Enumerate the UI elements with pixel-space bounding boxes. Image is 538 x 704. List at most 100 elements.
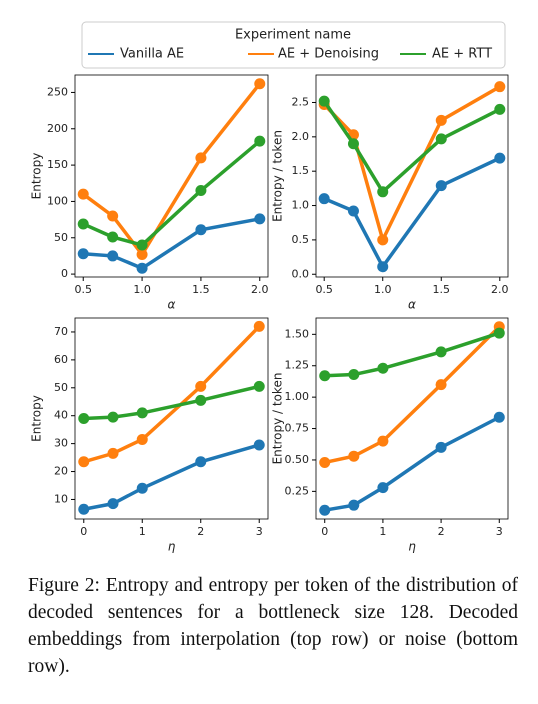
y-tick-label: 0.5	[292, 233, 310, 246]
y-axis-label: Entropy / token	[271, 373, 285, 465]
data-point	[254, 213, 266, 225]
plot-frame	[74, 74, 269, 278]
y-tick-label: 10	[54, 492, 68, 505]
data-point	[195, 185, 207, 197]
x-axis-label: α	[408, 298, 416, 312]
data-point	[348, 499, 360, 511]
plot-frame	[315, 317, 509, 520]
x-tick-label: 3	[256, 525, 263, 538]
data-point	[494, 103, 506, 115]
data-point	[77, 248, 89, 260]
data-point	[435, 114, 447, 126]
y-tick-label: 1.50	[285, 327, 310, 340]
plot-frame	[315, 74, 509, 278]
y-tick-label: 0.0	[292, 267, 310, 280]
data-point	[319, 456, 331, 468]
x-axis-label: η	[168, 540, 176, 554]
x-tick-label: 0	[80, 525, 87, 538]
y-tick-label: 0.50	[285, 453, 310, 466]
y-tick-label: 150	[47, 158, 68, 171]
data-point	[435, 379, 447, 391]
data-point	[107, 250, 119, 262]
data-point	[77, 188, 89, 200]
y-tick-label: 60	[54, 353, 68, 366]
x-tick-label: 2	[438, 525, 445, 538]
legend-title: Experiment name	[235, 28, 351, 43]
data-point	[494, 152, 506, 164]
data-point	[318, 193, 330, 205]
y-tick-label: 1.5	[292, 164, 310, 177]
data-point	[377, 234, 389, 246]
data-point	[493, 411, 505, 423]
x-tick-label: 1	[139, 525, 146, 538]
x-tick-label: 1.0	[133, 283, 151, 296]
data-point	[195, 394, 207, 406]
data-point	[319, 370, 331, 382]
y-tick-label: 50	[54, 381, 68, 394]
data-point	[348, 450, 360, 462]
data-point	[136, 433, 148, 445]
series-line	[82, 139, 261, 247]
data-point	[107, 411, 119, 423]
y-tick-label: 0.75	[285, 422, 310, 435]
figure: Experiment name Vanilla AE AE + Denoising…	[30, 21, 509, 554]
x-tick-label: 2	[197, 525, 204, 538]
data-point	[136, 239, 148, 251]
y-tick-label: 30	[54, 437, 68, 450]
data-point	[136, 248, 148, 260]
legend-label: AE + Denoising	[278, 47, 379, 62]
data-point	[195, 380, 207, 392]
data-point	[493, 327, 505, 339]
data-point	[348, 369, 360, 381]
data-point	[347, 205, 359, 217]
x-axis-label: α	[168, 298, 176, 312]
legend-label: Vanilla AE	[120, 47, 184, 62]
y-tick-label: 1.0	[292, 199, 310, 212]
data-point	[136, 262, 148, 274]
x-axis-label: η	[408, 540, 416, 554]
y-tick-label: 200	[47, 122, 68, 135]
data-point	[377, 482, 389, 494]
x-tick-label: 0.5	[74, 283, 92, 296]
data-point	[435, 346, 447, 358]
data-point	[254, 78, 266, 90]
x-tick-label: 3	[496, 525, 503, 538]
data-point	[78, 456, 90, 468]
data-point	[318, 95, 330, 107]
y-tick-label: 50	[54, 231, 68, 244]
x-tick-label: 0	[321, 525, 328, 538]
data-point	[377, 362, 389, 374]
data-point	[253, 380, 265, 392]
x-tick-label: 1.0	[374, 283, 392, 296]
plot-frame	[74, 317, 269, 520]
data-point	[377, 435, 389, 447]
y-tick-label: 20	[54, 465, 68, 478]
series-line	[324, 325, 501, 465]
x-tick-label: 2.0	[251, 283, 269, 296]
data-point	[136, 407, 148, 419]
y-tick-label: 40	[54, 409, 68, 422]
y-axis-label: Entropy / token	[271, 130, 285, 222]
data-point	[319, 504, 331, 516]
y-tick-label: 2.0	[292, 130, 310, 143]
data-point	[195, 224, 207, 236]
series-line	[83, 217, 261, 271]
series-line	[82, 82, 262, 258]
caption: Figure 2: Entropy and entropy per token …	[28, 575, 518, 677]
data-point	[195, 152, 207, 164]
y-tick-label: 70	[54, 325, 68, 338]
data-point	[107, 498, 119, 510]
legend-label: AE + RTT	[432, 47, 492, 62]
data-point	[107, 447, 119, 459]
y-tick-label: 250	[47, 85, 68, 98]
y-tick-label: 0	[61, 267, 68, 280]
data-point	[377, 186, 389, 198]
data-point	[435, 180, 447, 192]
data-point	[136, 482, 148, 494]
data-point	[254, 135, 266, 147]
y-tick-label: 2.5	[292, 95, 310, 108]
series-line	[324, 415, 501, 512]
x-tick-label: 1.5	[433, 283, 451, 296]
x-tick-label: 1.5	[192, 283, 210, 296]
